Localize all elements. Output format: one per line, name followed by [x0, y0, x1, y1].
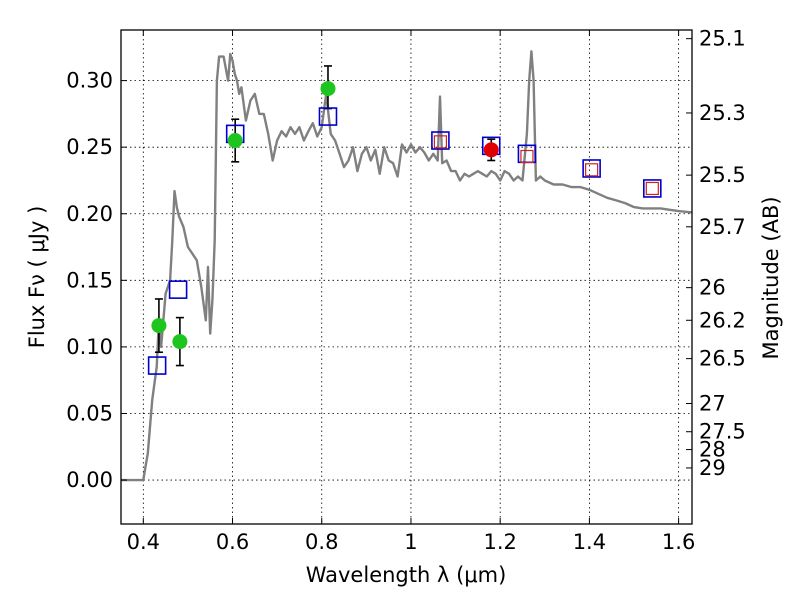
magnitude-tick-label: 25.5: [699, 163, 746, 187]
magnitude-tick-label: 25.3: [699, 101, 746, 125]
observed-point-green: [151, 318, 167, 334]
model-square-blue: [168, 280, 188, 299]
magnitude-tick-label: 28: [699, 438, 726, 462]
x-tick-label: 1: [404, 530, 417, 554]
magnitude-tick-label: 25.7: [699, 215, 746, 239]
y-axis-title-text: Flux Fν ( μJy ): [25, 206, 49, 349]
model-square-red: [585, 163, 599, 177]
y-tick-label: 0.05: [66, 401, 113, 425]
magnitude-tick-label: 27: [699, 391, 726, 415]
x-tick-label: 0.4: [127, 530, 160, 554]
x-tick-label: 0.6: [216, 530, 249, 554]
spectrum-layer: [121, 50, 692, 482]
tick-labels: 0.4 0.6 0.8 1 1.2 1.4 1.6 0.00 0.05 0.10 0.15 0.20 0…: [66, 27, 746, 554]
observed-point-green: [172, 334, 188, 350]
model-square-blue: [318, 107, 338, 126]
x-tick-label: 1.4: [573, 530, 606, 554]
y-tick-label: 0.15: [66, 268, 113, 292]
x-tick-label: 1.2: [483, 530, 516, 554]
model-square-red: [520, 149, 534, 164]
y-tick-label: 0.30: [66, 69, 113, 93]
magnitude-tick-label: 29: [699, 456, 726, 480]
plot-frame: [120, 29, 693, 525]
magnitude-axis-title-text: Magnitude (AB): [759, 196, 783, 359]
model-square-blue: [147, 356, 167, 375]
model-square-red: [433, 135, 448, 149]
y-tick-label: 0.20: [66, 202, 113, 226]
model-square-blue: [431, 131, 450, 150]
ticks: [121, 30, 692, 524]
magnitude-tick-label: 26: [699, 276, 726, 300]
x-axis-title: Wavelength λ (μm): [306, 563, 507, 587]
model-square-blue: [582, 159, 601, 178]
x-tick-label: 0.8: [305, 530, 338, 554]
y-tick-label: 0.10: [66, 335, 113, 359]
magnitude-tick-label: 26.5: [699, 347, 746, 371]
marker-layer: [147, 65, 662, 375]
observed-point-green: [320, 81, 336, 97]
x-axis-title-text: Wavelength λ (μm): [306, 563, 507, 587]
y-tick-label: 0.00: [66, 468, 113, 492]
observed-point-green: [227, 133, 243, 149]
model-square-blue: [642, 179, 662, 198]
magnitude-tick-label: 25.1: [699, 27, 746, 51]
x-tick-label: 1.6: [662, 530, 695, 554]
magnitude-axis-title: Magnitude (AB): [759, 196, 783, 359]
magnitude-tick-label: 26.2: [699, 308, 746, 332]
observed-point-red: [483, 142, 499, 158]
y-tick-label: 0.25: [66, 135, 113, 159]
spectrum-line: [121, 50, 692, 482]
magnitude-tick-label: 27.5: [699, 420, 746, 444]
model-square-red: [645, 181, 659, 196]
y-axis-title: Flux Fν ( μJy ): [25, 206, 49, 349]
